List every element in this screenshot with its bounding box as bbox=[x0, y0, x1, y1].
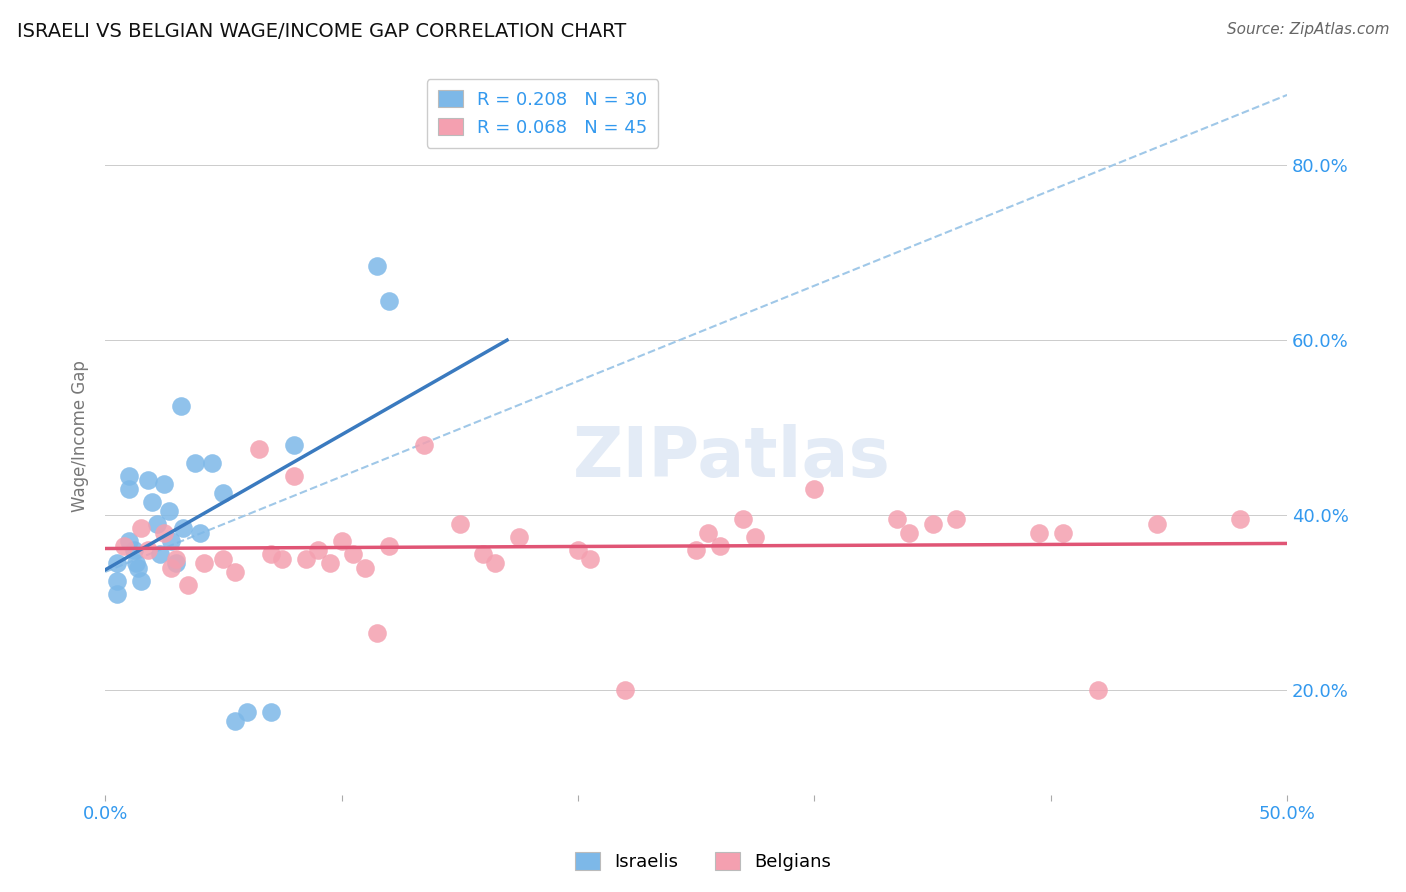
Point bbox=[172, 521, 194, 535]
Point bbox=[146, 516, 169, 531]
Point bbox=[330, 534, 353, 549]
Point bbox=[165, 551, 187, 566]
Point bbox=[184, 456, 207, 470]
Y-axis label: Wage/Income Gap: Wage/Income Gap bbox=[72, 360, 89, 512]
Point bbox=[224, 565, 246, 579]
Point bbox=[170, 399, 193, 413]
Point bbox=[378, 539, 401, 553]
Point bbox=[136, 543, 159, 558]
Point bbox=[105, 574, 128, 588]
Point bbox=[354, 560, 377, 574]
Point bbox=[165, 556, 187, 570]
Point bbox=[342, 548, 364, 562]
Point bbox=[921, 516, 943, 531]
Point bbox=[177, 578, 200, 592]
Legend: Israelis, Belgians: Israelis, Belgians bbox=[568, 846, 838, 879]
Point bbox=[366, 259, 388, 273]
Point bbox=[136, 473, 159, 487]
Point bbox=[319, 556, 342, 570]
Point bbox=[260, 548, 283, 562]
Point bbox=[709, 539, 731, 553]
Point bbox=[733, 512, 755, 526]
Point bbox=[283, 438, 305, 452]
Point bbox=[578, 551, 600, 566]
Point bbox=[295, 551, 318, 566]
Point bbox=[260, 705, 283, 719]
Point bbox=[1028, 525, 1050, 540]
Point bbox=[105, 587, 128, 601]
Point bbox=[413, 438, 436, 452]
Point bbox=[1146, 516, 1168, 531]
Legend: R = 0.208   N = 30, R = 0.068   N = 45: R = 0.208 N = 30, R = 0.068 N = 45 bbox=[426, 79, 658, 147]
Point bbox=[160, 534, 183, 549]
Text: Source: ZipAtlas.com: Source: ZipAtlas.com bbox=[1226, 22, 1389, 37]
Point bbox=[697, 525, 720, 540]
Point bbox=[1087, 683, 1109, 698]
Point bbox=[148, 548, 170, 562]
Point bbox=[129, 521, 152, 535]
Point bbox=[1229, 512, 1251, 526]
Point bbox=[157, 503, 180, 517]
Point bbox=[484, 556, 506, 570]
Point bbox=[141, 495, 163, 509]
Point bbox=[945, 512, 967, 526]
Point bbox=[125, 556, 148, 570]
Point bbox=[366, 626, 388, 640]
Point bbox=[803, 482, 825, 496]
Point bbox=[247, 442, 270, 457]
Point bbox=[283, 468, 305, 483]
Point bbox=[153, 477, 176, 491]
Point bbox=[897, 525, 920, 540]
Point bbox=[886, 512, 908, 526]
Point bbox=[685, 543, 707, 558]
Point bbox=[307, 543, 329, 558]
Point bbox=[378, 293, 401, 308]
Point bbox=[744, 530, 766, 544]
Point bbox=[472, 548, 495, 562]
Point bbox=[105, 556, 128, 570]
Point bbox=[236, 705, 259, 719]
Point bbox=[188, 525, 211, 540]
Point bbox=[127, 560, 149, 574]
Point bbox=[1052, 525, 1074, 540]
Point bbox=[614, 683, 637, 698]
Point bbox=[508, 530, 530, 544]
Point bbox=[160, 560, 183, 574]
Point bbox=[122, 543, 145, 558]
Point bbox=[193, 556, 215, 570]
Point bbox=[271, 551, 294, 566]
Text: ISRAELI VS BELGIAN WAGE/INCOME GAP CORRELATION CHART: ISRAELI VS BELGIAN WAGE/INCOME GAP CORRE… bbox=[17, 22, 626, 41]
Point bbox=[118, 468, 141, 483]
Point bbox=[567, 543, 589, 558]
Point bbox=[112, 539, 135, 553]
Point bbox=[118, 534, 141, 549]
Point bbox=[153, 525, 176, 540]
Point bbox=[224, 714, 246, 728]
Point bbox=[212, 551, 235, 566]
Text: ZIPatlas: ZIPatlas bbox=[572, 425, 890, 491]
Point bbox=[129, 574, 152, 588]
Point bbox=[200, 456, 222, 470]
Point bbox=[212, 486, 235, 500]
Point bbox=[118, 482, 141, 496]
Point bbox=[449, 516, 471, 531]
